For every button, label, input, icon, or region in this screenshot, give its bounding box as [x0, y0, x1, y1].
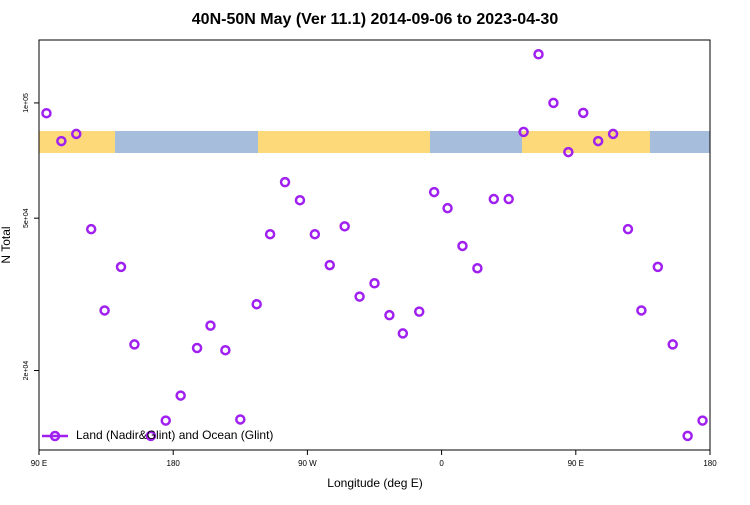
point	[205, 320, 216, 331]
point	[175, 390, 186, 401]
point	[41, 107, 52, 119]
point	[220, 344, 231, 356]
point	[71, 128, 82, 140]
point	[129, 339, 140, 350]
point	[503, 193, 514, 205]
point	[442, 202, 453, 214]
plot-frame	[38, 39, 711, 451]
point	[56, 135, 67, 147]
point	[548, 97, 559, 109]
legend-marker	[49, 430, 61, 442]
y-tick-label: 1e+05	[23, 93, 30, 113]
point	[413, 306, 425, 317]
point	[251, 298, 262, 310]
point	[622, 223, 634, 235]
x-tick-label: 180	[167, 459, 181, 468]
point	[279, 176, 291, 188]
point	[682, 430, 693, 442]
x-tick-label: 90 E	[568, 459, 584, 468]
point	[697, 415, 708, 426]
x-axis-label: Longitude (deg E)	[327, 476, 422, 490]
y-axis-label: N Total	[0, 226, 13, 263]
point	[115, 261, 127, 273]
x-tick-label: 0	[439, 459, 444, 468]
point	[145, 430, 157, 442]
point	[235, 414, 246, 425]
point	[191, 342, 203, 354]
point	[592, 135, 604, 147]
point	[472, 262, 483, 274]
map-band	[39, 131, 710, 153]
point	[397, 328, 409, 339]
point	[309, 228, 321, 240]
x-tick-label: 180	[703, 459, 717, 468]
point	[578, 107, 589, 119]
point	[264, 228, 276, 240]
point	[384, 309, 395, 321]
point	[339, 221, 350, 232]
point	[85, 223, 97, 235]
point	[324, 259, 336, 271]
point	[607, 128, 619, 140]
land	[522, 131, 650, 153]
point	[369, 278, 380, 289]
x-tick-label: 90 E	[31, 459, 47, 468]
point	[518, 126, 529, 138]
x-tick-label: 90 W	[298, 459, 317, 468]
point	[354, 291, 365, 302]
point	[488, 193, 500, 205]
legend-label: Land (Nadir&Glint) and Ocean (Glint)	[76, 428, 273, 442]
point	[99, 305, 110, 316]
point	[636, 305, 647, 316]
point	[652, 261, 664, 273]
point	[667, 339, 678, 350]
y-tick-label: 5e+04	[23, 208, 30, 228]
point	[428, 186, 440, 198]
chart-title: 40N-50N May (Ver 11.1) 2014-09-06 to 202…	[192, 11, 559, 28]
point	[457, 240, 468, 252]
point	[160, 415, 171, 426]
point	[294, 194, 306, 206]
point	[533, 49, 544, 60]
point	[563, 146, 574, 158]
land	[258, 131, 430, 153]
land	[39, 131, 115, 153]
y-tick-label: 2e+04	[23, 361, 30, 381]
